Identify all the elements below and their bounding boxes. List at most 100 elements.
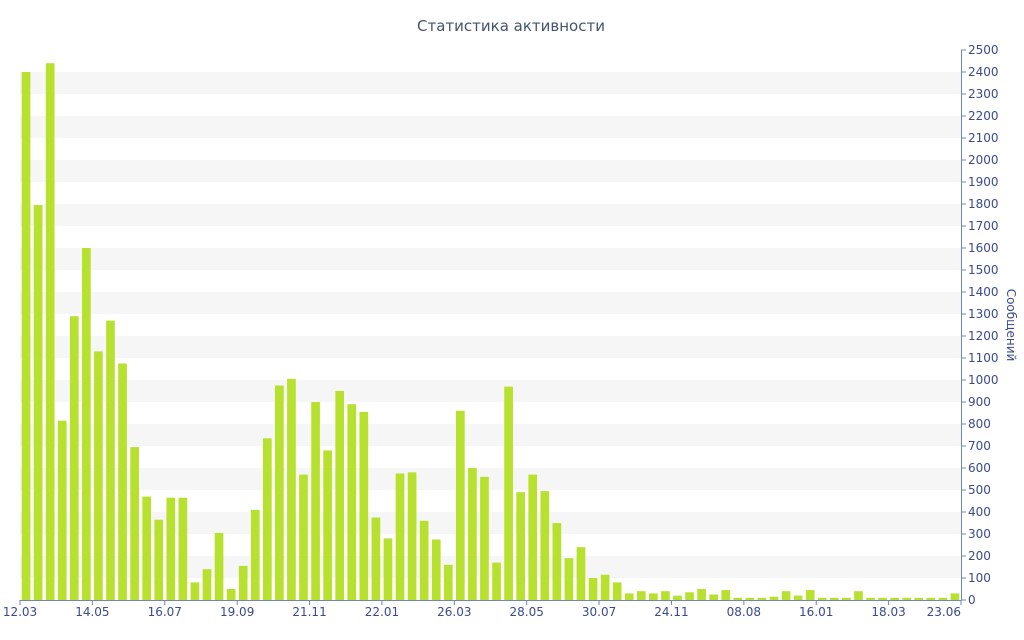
bar (878, 597, 887, 600)
bar (697, 589, 706, 600)
y-tick-label: 1600 (968, 241, 999, 255)
bar (504, 386, 513, 600)
grid-band (20, 336, 961, 358)
x-axis-ticks: 12.03 14.05 16.07 19.09 21.11 22.01 26.03 28.05… (3, 600, 962, 619)
y-tick-label: 300 (968, 527, 991, 541)
bar (745, 597, 755, 600)
y-tick-label: 1700 (968, 219, 999, 233)
grid-bands (20, 72, 961, 578)
bar (311, 402, 320, 600)
bar (431, 539, 441, 600)
x-tick-label: 26.03 (437, 605, 471, 619)
bar (793, 595, 803, 600)
bar (383, 538, 393, 600)
y-tick-label: 1900 (968, 175, 999, 189)
bar (552, 523, 562, 600)
bar (190, 582, 200, 600)
grid-band (20, 468, 961, 490)
y-tick-label: 200 (968, 549, 991, 563)
bar (347, 404, 357, 600)
y-tick-label: 2300 (968, 87, 999, 101)
grid-band (20, 116, 961, 138)
y-tick-label: 500 (968, 483, 991, 497)
bar (359, 411, 369, 600)
bar (287, 378, 296, 600)
bar (21, 72, 31, 600)
bar (275, 385, 284, 600)
bar (166, 497, 176, 600)
bar (673, 595, 682, 600)
y-tick-label: 1500 (968, 263, 999, 277)
bar (890, 597, 899, 600)
bar (69, 316, 79, 600)
y-tick-label: 700 (968, 439, 991, 453)
bar (443, 564, 453, 600)
bar (299, 474, 308, 600)
bar (323, 450, 332, 600)
y-tick-label: 2400 (968, 65, 999, 79)
bar (419, 520, 429, 600)
y-tick-label: 2100 (968, 131, 999, 145)
y-tick-label: 100 (968, 571, 991, 585)
bar (226, 589, 236, 600)
bar (564, 558, 574, 600)
bar (685, 592, 694, 600)
bar (335, 391, 345, 600)
bar (829, 597, 839, 600)
grid-band (20, 204, 961, 226)
grid-band (20, 380, 961, 402)
bar (805, 590, 815, 600)
y-tick-label: 600 (968, 461, 991, 475)
x-tick-label: 16.07 (148, 605, 182, 619)
bar (238, 565, 248, 600)
bar (130, 447, 139, 600)
bar (926, 597, 936, 600)
bar (33, 205, 43, 600)
grid-band (20, 160, 961, 182)
bar (407, 472, 417, 600)
bar (214, 532, 224, 600)
bar (612, 582, 622, 600)
bar (709, 594, 719, 600)
x-tick-label: 28.05 (510, 605, 544, 619)
y-tick-label: 400 (968, 505, 991, 519)
y-tick-label: 2000 (968, 153, 999, 167)
bar (781, 591, 791, 600)
y-tick-label: 1300 (968, 307, 999, 321)
bar (817, 597, 827, 600)
bar (914, 597, 924, 600)
bar (866, 597, 875, 600)
x-tick-label: 30.07 (582, 605, 616, 619)
bar (576, 547, 586, 600)
y-tick-label: 1200 (968, 329, 999, 343)
bar (82, 248, 91, 600)
bar (757, 597, 767, 600)
x-tick-label: 12.03 (3, 605, 37, 619)
bar (142, 496, 152, 600)
bar (371, 517, 381, 600)
y-tick-label: 900 (968, 395, 991, 409)
y-tick-label: 2500 (968, 43, 999, 57)
bar (600, 574, 610, 600)
bar (456, 410, 465, 600)
bar (661, 591, 670, 600)
bar (733, 597, 743, 600)
bar (106, 320, 115, 600)
y-tick-label: 0 (968, 593, 976, 607)
chart-title: Статистика активности (417, 17, 605, 35)
x-tick-label: 16.01 (799, 605, 833, 619)
bar (540, 491, 550, 600)
bar (588, 578, 598, 600)
bar (902, 597, 912, 600)
x-tick-label: 21.11 (292, 605, 326, 619)
bar (950, 593, 960, 600)
grid-band (20, 424, 961, 446)
y-axis-ticks: 0 100 200 300 400 500 600 700 800 900 1000 1100 1200… (961, 43, 999, 607)
y-tick-label: 1800 (968, 197, 999, 211)
bar (395, 473, 405, 600)
y-axis-title: Сообщений (1004, 289, 1018, 362)
grid-band (20, 72, 961, 94)
x-tick-label: 08.08 (727, 605, 761, 619)
